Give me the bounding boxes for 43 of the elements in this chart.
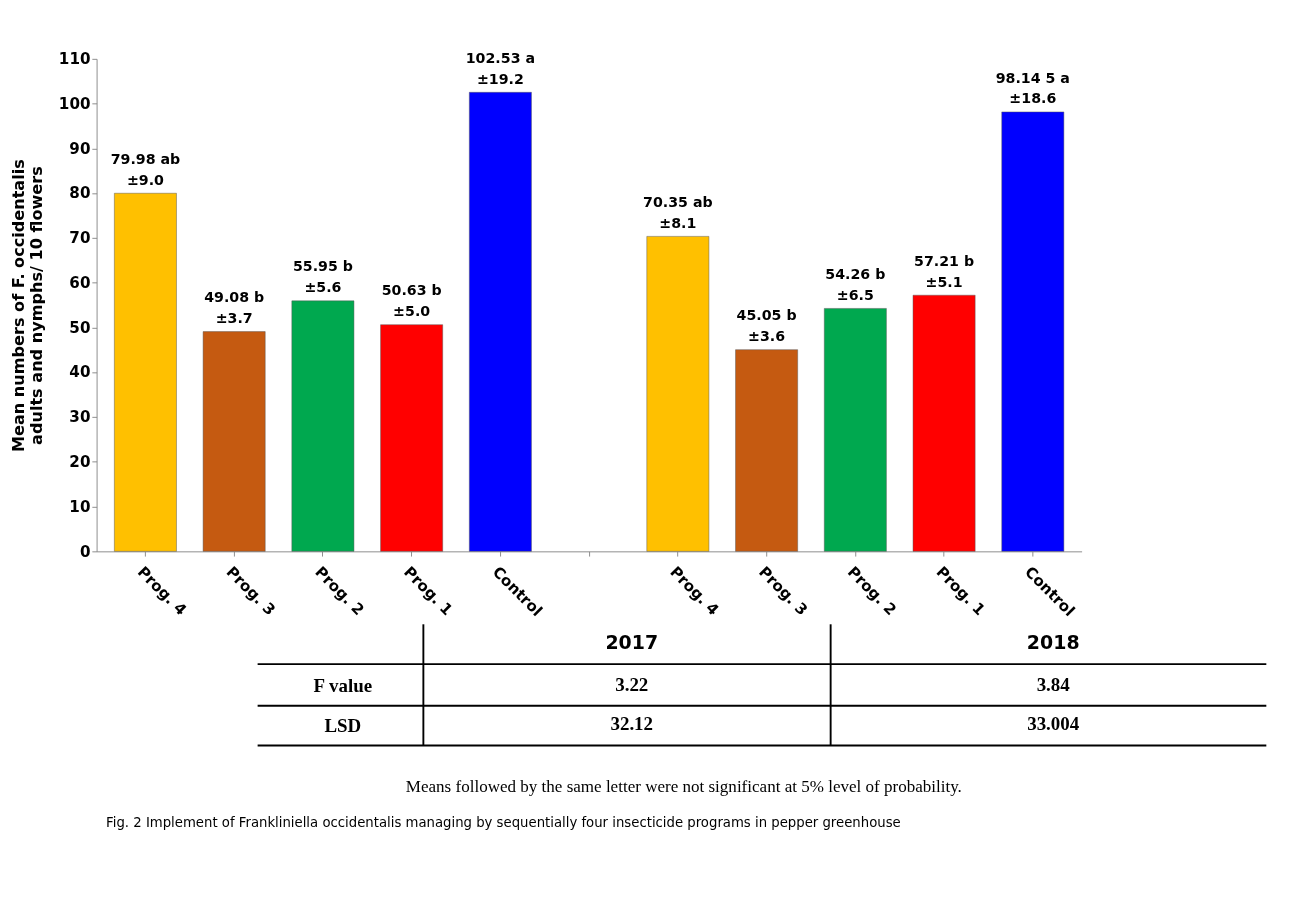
bar bbox=[380, 324, 443, 552]
data-label: 49.08 b ±3.7 bbox=[204, 289, 265, 327]
bar bbox=[291, 300, 355, 552]
text: LSD bbox=[324, 715, 362, 737]
text: 2017 bbox=[605, 630, 659, 653]
bar bbox=[1001, 111, 1065, 552]
bar bbox=[469, 92, 532, 552]
y-tick-label: 40 bbox=[69, 363, 91, 382]
text: 2018 bbox=[1026, 630, 1080, 653]
y-tick-label: 100 bbox=[58, 94, 91, 113]
y-tick-label: 70 bbox=[69, 229, 91, 248]
data-label: 98.14 5 a ±18.6 bbox=[995, 69, 1070, 107]
text: F value bbox=[313, 675, 373, 697]
data-label: 70.35 ab ±8.1 bbox=[643, 194, 713, 231]
data-label: 57.21 b ±5.1 bbox=[914, 252, 975, 290]
y-tick-label: 80 bbox=[69, 184, 91, 203]
bar bbox=[735, 349, 798, 552]
data-label: 102.53 a ±19.2 bbox=[465, 49, 536, 87]
y-tick-label: 0 bbox=[79, 542, 91, 561]
caption: Fig. 2 Implement of Frankliniella occidentalis managing by sequentially four insecticide programs in pepper greenhouse bbox=[106, 814, 901, 830]
text: Means followed by the same letter were not significant at 5% level of probability. bbox=[405, 776, 962, 796]
y-tick-label: 90 bbox=[69, 139, 91, 158]
bar bbox=[912, 294, 976, 552]
y-tick-label: 10 bbox=[69, 497, 91, 516]
data-label: 79.98 ab ±9.0 bbox=[110, 150, 181, 188]
y-tick-label: 60 bbox=[69, 273, 91, 292]
y-tick-label: 110 bbox=[58, 50, 91, 69]
y-axis-title: Mean numbers of F. occidentalis adults and nymphs/ 10 flowers bbox=[8, 159, 46, 452]
y-tick-label: 50 bbox=[69, 318, 91, 337]
y-tick-label: 20 bbox=[69, 453, 91, 472]
data-label: 54.26 b ±6.5 bbox=[825, 266, 886, 303]
data-label: 50.63 b ±5.0 bbox=[381, 282, 442, 320]
y-tick-label: 30 bbox=[69, 408, 91, 427]
data-label: 55.95 b ±5.6 bbox=[292, 258, 353, 296]
bar bbox=[824, 308, 887, 552]
text: 3.22 bbox=[615, 673, 649, 695]
bar bbox=[202, 331, 266, 552]
text: 32.12 bbox=[610, 713, 654, 735]
bar bbox=[646, 236, 710, 552]
data-label: 45.05 b ±3.6 bbox=[736, 307, 797, 345]
text: 3.84 bbox=[1036, 673, 1071, 695]
text: 33.004 bbox=[1027, 713, 1080, 735]
bar bbox=[114, 193, 177, 552]
